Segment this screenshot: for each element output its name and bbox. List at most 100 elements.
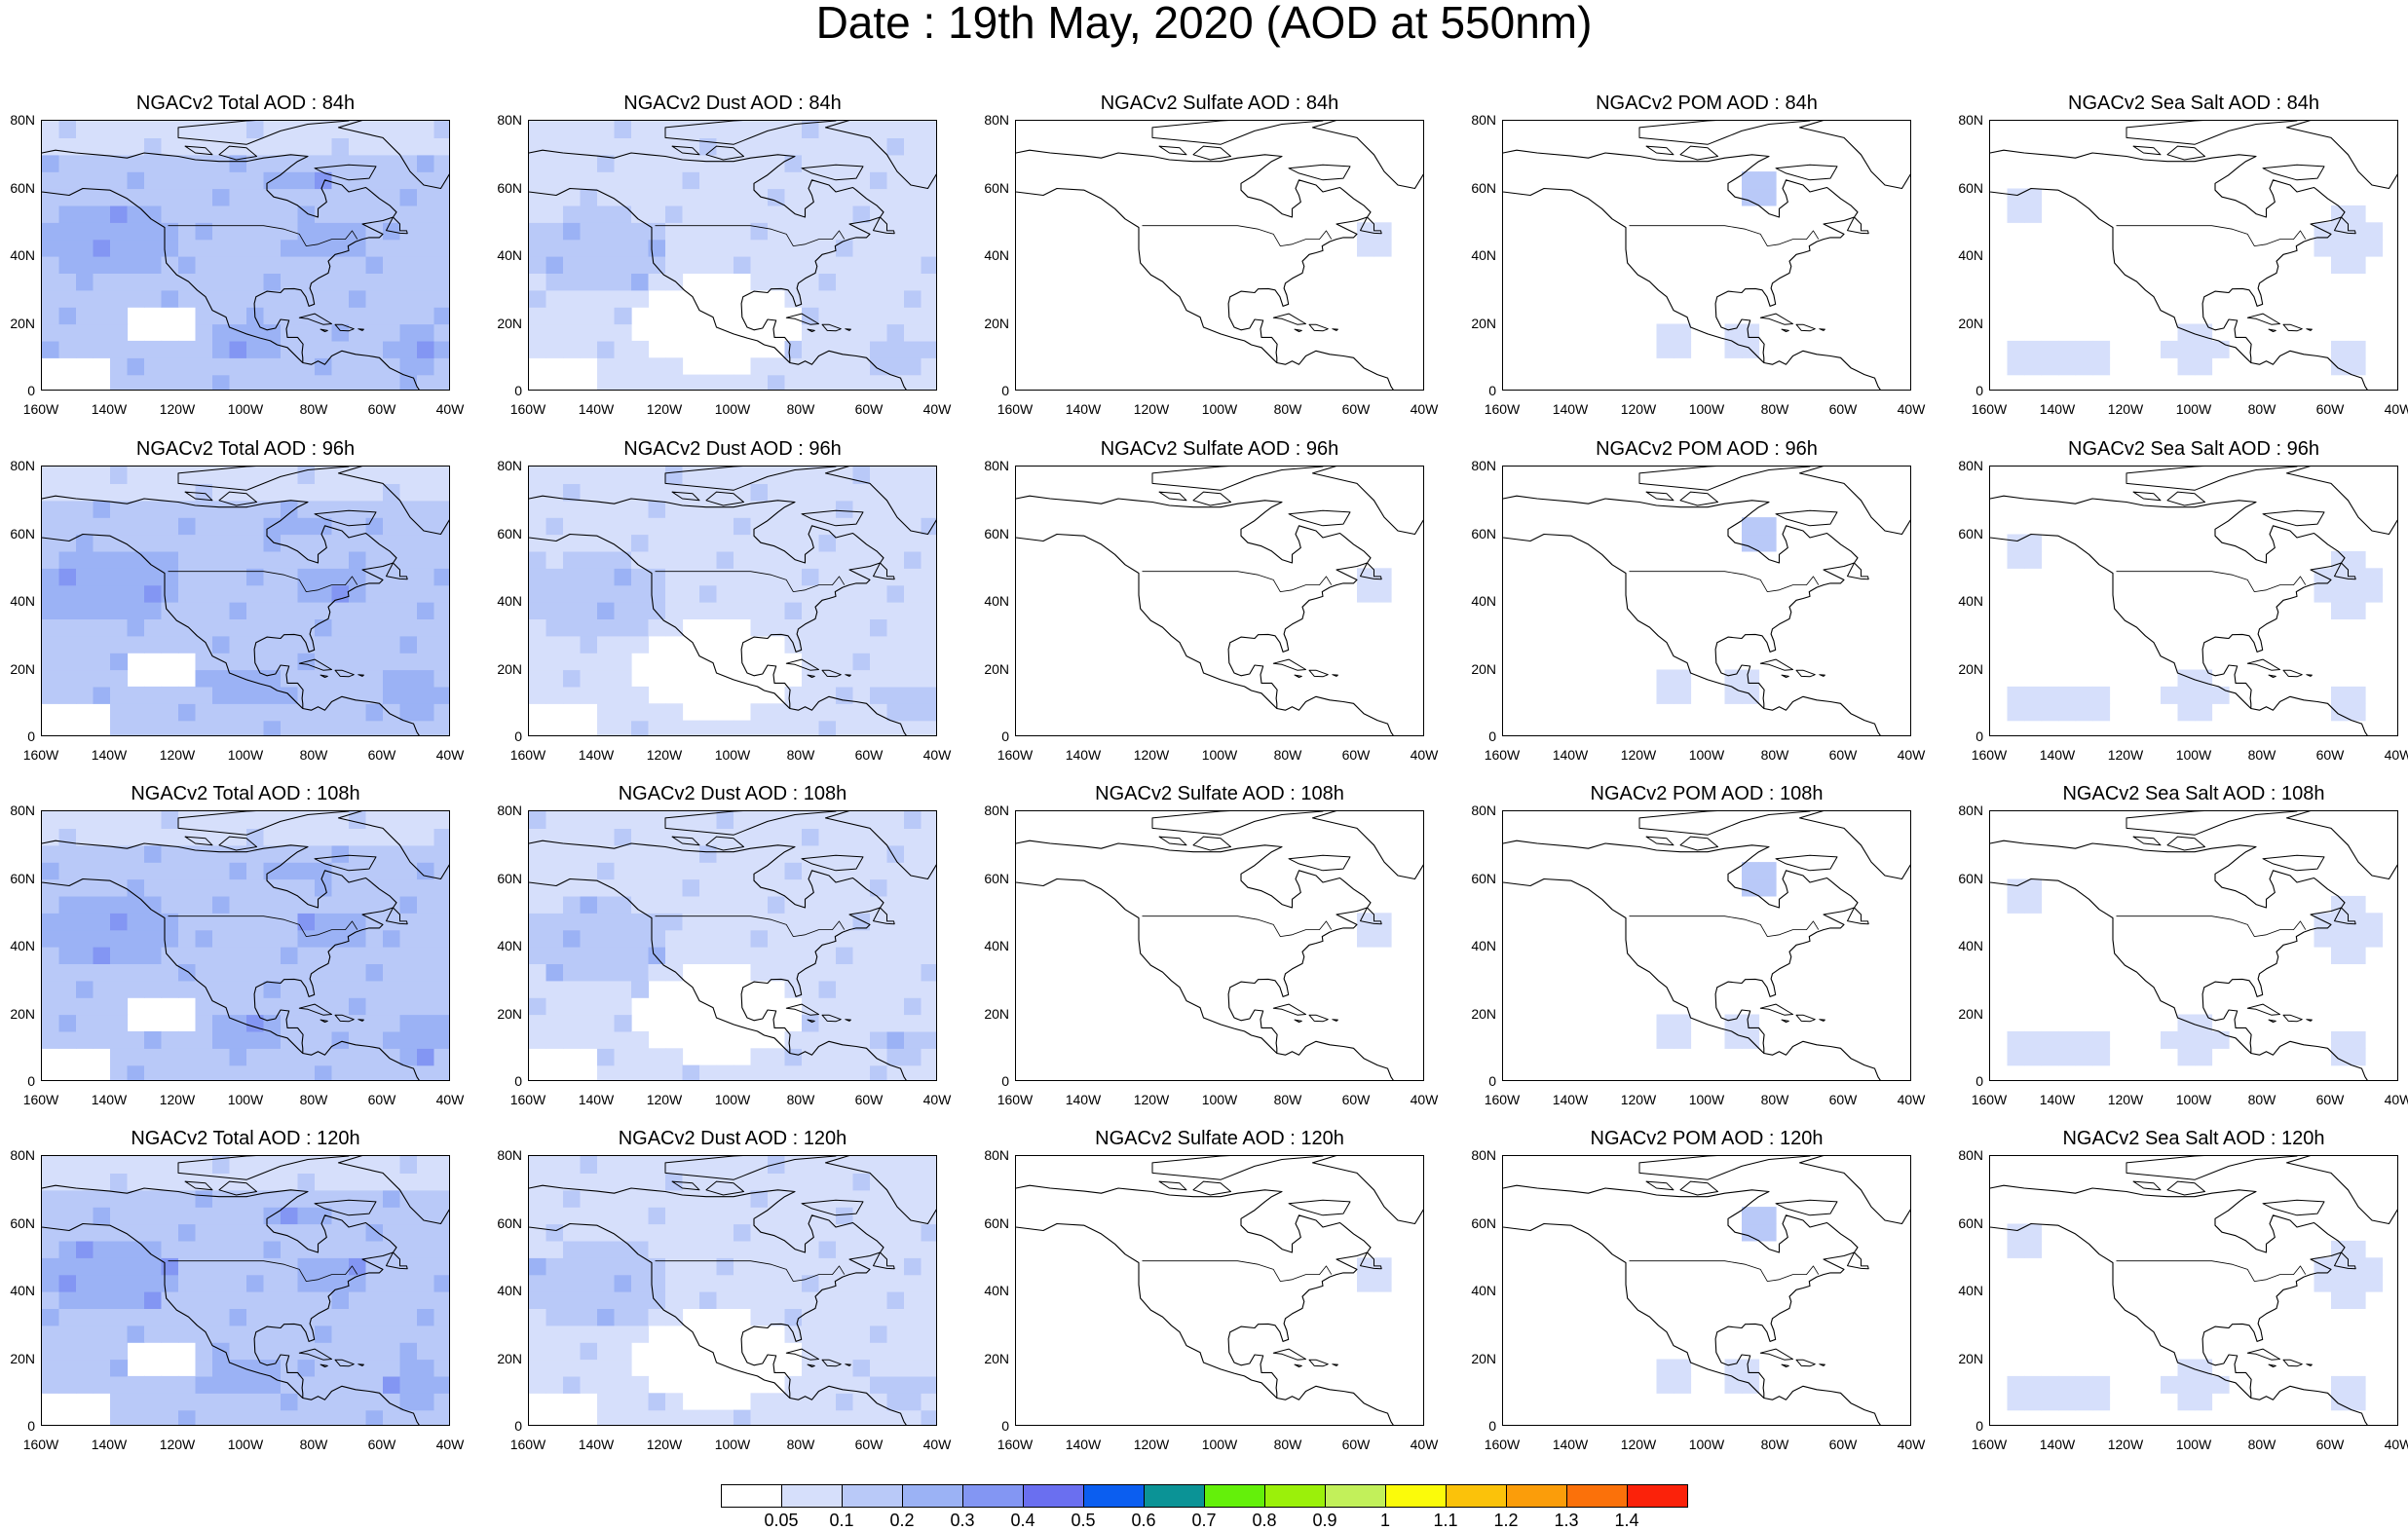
aod-cell <box>836 289 854 308</box>
island-outline <box>671 145 700 156</box>
aod-cell <box>836 584 854 603</box>
aod-cell <box>58 205 77 223</box>
aod-cell <box>212 205 231 223</box>
aod-cell <box>768 1207 786 1225</box>
aod-cell <box>417 862 435 880</box>
island-outline <box>1360 562 1382 580</box>
aod-cell <box>836 273 854 291</box>
aod-cell <box>597 1030 616 1049</box>
aod-cell <box>631 1409 650 1425</box>
aod-cell <box>110 323 129 342</box>
aod-cell <box>886 307 905 325</box>
aod-cell <box>399 222 418 241</box>
aod-cell <box>365 289 384 308</box>
aod-cell <box>631 1156 650 1174</box>
island-outline <box>1795 323 1816 332</box>
aod-cell <box>784 947 803 964</box>
aod-cell <box>768 1156 786 1174</box>
aod-cell <box>716 584 734 603</box>
aod-cell <box>127 720 145 735</box>
aod-cell <box>195 1189 213 1208</box>
aod-cell <box>546 1325 564 1343</box>
island-outline <box>1308 1014 1329 1023</box>
aod-cell <box>597 273 616 291</box>
aod-cell <box>229 1291 247 1309</box>
aod-cell <box>802 307 820 325</box>
x-tick-label: 80W <box>1273 401 1302 417</box>
aod-cell <box>852 467 871 484</box>
aod-cell <box>802 1291 820 1309</box>
aod-cell <box>365 483 384 502</box>
aod-cell <box>904 568 922 586</box>
aod-cell <box>383 256 401 274</box>
aod-cell <box>768 878 786 897</box>
aod-cell <box>2195 340 2213 358</box>
aod-cell <box>417 963 435 982</box>
aod-cell <box>76 878 94 897</box>
aod-cell <box>886 467 905 484</box>
colorbar-label: 1.4 <box>1614 1511 1639 1530</box>
aod-cell <box>246 686 265 704</box>
colorbar-label: 1 <box>1379 1511 1390 1530</box>
aod-cell <box>886 669 905 688</box>
aod-cell <box>263 703 282 722</box>
aod-cell <box>563 1308 582 1326</box>
aod-cell <box>1373 584 1392 603</box>
aod-cell <box>563 602 582 619</box>
aod-cell <box>281 550 299 569</box>
aod-cell <box>127 1274 145 1292</box>
aod-cell <box>110 1156 129 1174</box>
coastline-pacific <box>529 533 907 735</box>
aod-cell <box>921 963 936 982</box>
panel-title: NGACv2 POM AOD : 108h <box>1590 783 1824 804</box>
aod-cell <box>161 1291 179 1309</box>
island-outline <box>1272 658 1306 671</box>
aod-cell <box>904 307 922 325</box>
aod-cell <box>195 340 213 358</box>
aod-cell <box>349 1223 367 1242</box>
aod-cell <box>665 568 684 586</box>
aod-cell <box>399 980 418 998</box>
x-tick-label: 100W <box>1201 1437 1238 1452</box>
aod-cell <box>417 1030 435 1049</box>
aod-cell <box>750 895 769 914</box>
aod-cell <box>365 1189 384 1208</box>
aod-cell <box>195 1325 213 1343</box>
aod-cell <box>580 273 598 291</box>
x-tick-label: 160W <box>1484 1437 1521 1452</box>
aod-cell <box>2075 1393 2093 1411</box>
aod-cell <box>529 584 547 603</box>
aod-cell <box>2092 357 2111 376</box>
aod-cell <box>365 256 384 274</box>
greenland-outline <box>337 811 449 880</box>
aod-cell <box>281 256 299 274</box>
aod-cell <box>178 467 197 484</box>
aod-cell <box>315 1156 333 1174</box>
aod-cell <box>212 653 231 671</box>
aod-cell <box>365 895 384 914</box>
aod-cell <box>921 1064 936 1080</box>
aod-cell <box>904 374 922 390</box>
aod-cell <box>802 1156 820 1174</box>
colorbar-label: 0.8 <box>1252 1511 1277 1530</box>
y-tick-label: 0 <box>1001 1073 1009 1089</box>
aod-cell <box>110 980 129 998</box>
aod-cell <box>178 1240 197 1258</box>
aod-cell <box>682 1409 700 1425</box>
island-outline <box>2126 121 2298 145</box>
aod-cell <box>246 1207 265 1225</box>
aod-cell <box>614 239 632 257</box>
aod-cell <box>580 205 598 223</box>
aod-cell <box>127 844 145 863</box>
aod-cell <box>904 239 922 257</box>
aod-cell <box>1373 929 1392 948</box>
aod-cell <box>614 635 632 653</box>
island-outline <box>1781 1019 1789 1023</box>
aod-cell <box>750 1409 769 1425</box>
aod-cell <box>665 1308 684 1326</box>
aod-cell <box>886 1274 905 1292</box>
aod-cell <box>716 895 734 914</box>
aod-cell <box>349 222 367 241</box>
aod-cell <box>178 171 197 190</box>
aod-cell <box>614 467 632 484</box>
